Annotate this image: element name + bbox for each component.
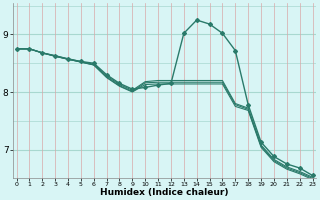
X-axis label: Humidex (Indice chaleur): Humidex (Indice chaleur) — [100, 188, 229, 197]
